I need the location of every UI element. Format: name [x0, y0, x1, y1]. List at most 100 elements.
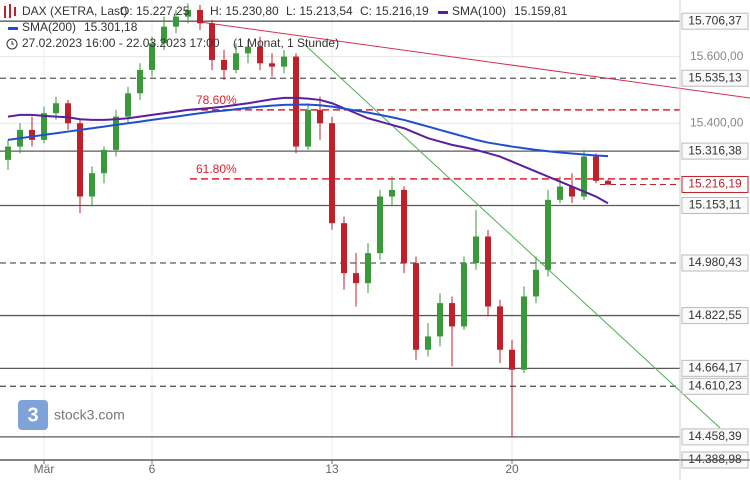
header-ohlc: C: 15.216,19: [360, 4, 429, 18]
candle-body: [29, 129, 35, 140]
candle-body: [209, 23, 215, 60]
level-label-box: [681, 142, 749, 160]
header-icon: [14, 7, 16, 16]
date-range: 27.02.2023 16:00 - 22.03.2023 17:00: [22, 36, 220, 50]
candle-body: [545, 199, 551, 270]
candle-body: [161, 26, 167, 44]
trend-line: [199, 21, 750, 99]
legend-swatch: [8, 27, 18, 30]
level-label: 14.388,98: [688, 452, 742, 466]
level-label-box: [681, 377, 749, 395]
header-ohlc: H: 15.230,80: [210, 4, 279, 18]
candle-body: [437, 303, 443, 337]
level-label: 14.980,43: [688, 255, 742, 269]
candle-body: [521, 296, 527, 370]
level-label: 15.153,11: [689, 198, 742, 212]
x-tick-label: 6: [149, 462, 156, 476]
candle-body: [137, 69, 143, 94]
candle-body: [65, 103, 71, 124]
candle-body: [149, 43, 155, 70]
candle-body: [113, 116, 119, 150]
candle-body: [305, 109, 311, 147]
candle-body: [449, 303, 455, 327]
candle-body: [557, 186, 563, 200]
level-label-box: [681, 359, 749, 377]
candle-body: [473, 236, 479, 264]
logo-icon-text: 3: [27, 404, 38, 426]
candle-body: [461, 263, 467, 327]
candle-body: [197, 9, 203, 24]
legend-name: SMA(200): [22, 20, 76, 34]
candle-body: [485, 236, 491, 307]
logo-icon: [18, 400, 48, 430]
candle-body: [593, 156, 599, 181]
candle-body: [317, 109, 323, 124]
header-ohlc: L: 15.213,54: [286, 4, 353, 18]
candle-body: [89, 173, 95, 197]
header-icon: [4, 6, 6, 18]
level-label-box: [681, 196, 749, 214]
legend-swatch: [438, 11, 448, 14]
candle-body: [605, 180, 611, 185]
trend-line: [304, 44, 721, 429]
level-label: 14.458,39: [688, 429, 742, 443]
legend-name: SMA(100): [452, 4, 506, 18]
candle-body: [341, 223, 347, 274]
level-label-box: [681, 69, 749, 87]
candle-body: [497, 306, 503, 350]
candle-body: [185, 9, 191, 17]
level-label: 14.822,55: [688, 308, 742, 322]
candle-body: [401, 189, 407, 264]
logo-text: stock3.com: [54, 407, 125, 423]
last-price-label: 15.216,19: [688, 177, 742, 191]
level-label: 14.610,23: [688, 378, 742, 392]
candle-body: [5, 146, 11, 160]
level-label: 15.316,38: [688, 143, 742, 157]
clock-icon: [11, 41, 14, 45]
candle-body: [353, 273, 359, 284]
candle-body: [533, 269, 539, 297]
clock-icon: [6, 38, 18, 50]
logo: 3 stock3.com: [18, 400, 125, 430]
level-label-box: [681, 428, 749, 446]
candle-body: [413, 263, 419, 350]
level-label: 14.664,17: [688, 361, 742, 375]
candle-body: [233, 53, 239, 70]
header-icon: [9, 4, 11, 18]
y-tick-label: 15.400,00: [690, 115, 744, 129]
interval: (1 Monat, 1 Stunde): [233, 36, 339, 50]
candle-body: [221, 59, 227, 70]
candle-body: [125, 93, 131, 117]
sma-line: [7, 103, 609, 158]
candle-body: [329, 123, 335, 224]
candle-body: [425, 336, 431, 350]
overlays: [7, 96, 609, 205]
level-label: 15.535,13: [688, 70, 742, 84]
x-tick-label: 13: [325, 462, 339, 476]
header-title: DAX (XETRA, Last): [22, 4, 127, 18]
sma-line: [7, 96, 609, 205]
candle-body: [269, 63, 275, 67]
last-price-box: [681, 175, 749, 193]
candle-body: [77, 123, 83, 197]
x-tick-label: Mär: [34, 462, 55, 476]
candle-body: [101, 149, 107, 174]
candle-body: [41, 113, 47, 140]
y-tick-label: 15.600,00: [690, 49, 744, 63]
candle-body: [245, 46, 251, 54]
candle-body: [581, 156, 587, 197]
fib-label: 61.80%: [196, 162, 237, 176]
x-tick-label: 20: [505, 462, 519, 476]
legend-value: 15.159,81: [514, 4, 568, 18]
candle-body: [257, 46, 263, 64]
legend-value: 15.301,18: [84, 20, 138, 34]
candle-body: [173, 16, 179, 27]
candle-body: [53, 103, 59, 114]
candle-body: [281, 56, 287, 67]
candle-body: [293, 56, 299, 147]
header: DAX (XETRA, Last) O: 15.227,25 H: 15.230…: [4, 4, 568, 50]
level-label: 15.706,37: [688, 13, 742, 27]
